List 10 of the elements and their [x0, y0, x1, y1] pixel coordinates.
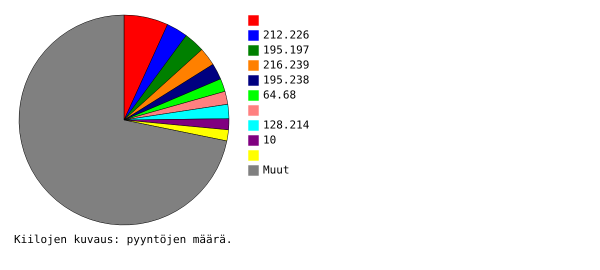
legend-label: 64.68 [263, 88, 296, 102]
legend-label: 195.197 [263, 44, 310, 56]
legend-label: 128.214 [263, 118, 310, 132]
legend-label: 195.238 [263, 74, 310, 86]
pie-slice [18, 14, 228, 226]
legend-label: Muut [263, 164, 290, 176]
legend-label: 216.239 [263, 58, 310, 72]
legend-label: 212.226 [263, 28, 310, 42]
text: Kiilojen kuvaus: pyyntöjen määrä. [14, 233, 233, 246]
legend-label: 10 [263, 134, 276, 146]
